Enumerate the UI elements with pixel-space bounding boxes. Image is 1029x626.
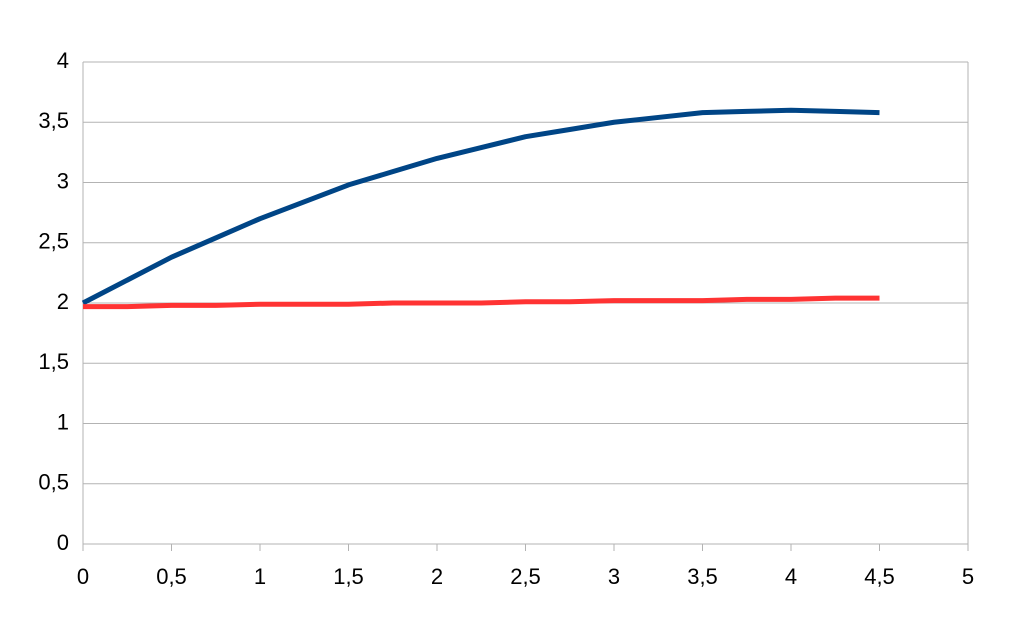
x-tick-label: 4 bbox=[785, 564, 797, 589]
y-tick-label: 2,5 bbox=[38, 229, 69, 254]
x-tick-label: 3,5 bbox=[687, 564, 718, 589]
x-tick-label: 1 bbox=[254, 564, 266, 589]
x-tick-label: 2 bbox=[431, 564, 443, 589]
x-tick-label: 4,5 bbox=[864, 564, 895, 589]
x-tick-label: 0 bbox=[77, 564, 89, 589]
y-tick-label: 0,5 bbox=[38, 470, 69, 495]
y-tick-label: 4 bbox=[57, 48, 69, 73]
y-tick-label: 2 bbox=[57, 289, 69, 314]
y-tick-label: 0 bbox=[57, 530, 69, 555]
y-tick-label: 1,5 bbox=[38, 349, 69, 374]
x-tick-label: 2,5 bbox=[510, 564, 541, 589]
series-line bbox=[81, 107, 880, 306]
y-tick-label: 1 bbox=[57, 409, 69, 434]
x-tick-label: 1,5 bbox=[333, 564, 364, 589]
y-tick-label: 3 bbox=[57, 168, 69, 193]
x-tick-label: 5 bbox=[962, 564, 974, 589]
x-tick-label: 3 bbox=[608, 564, 620, 589]
series-line bbox=[83, 295, 880, 310]
y-tick-label: 3,5 bbox=[38, 108, 69, 133]
x-tick-label: 0,5 bbox=[156, 564, 187, 589]
